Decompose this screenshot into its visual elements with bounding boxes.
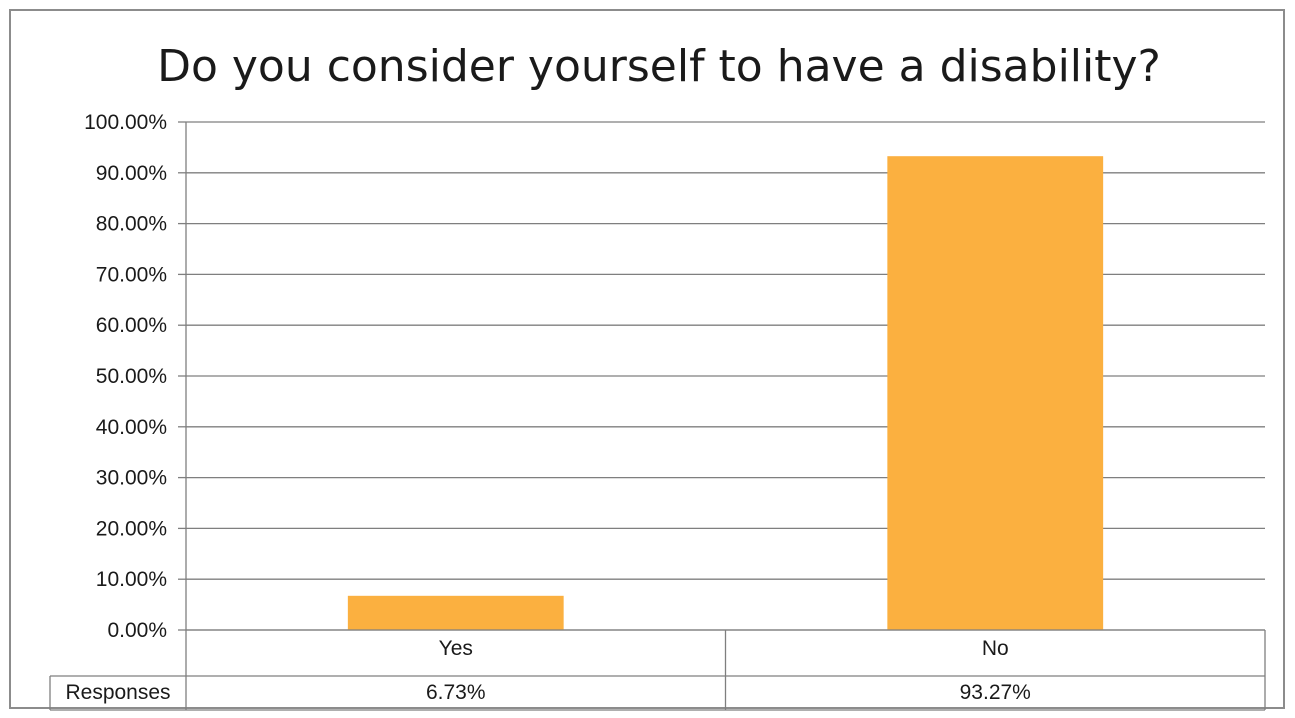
series-name-label: Responses [65, 681, 170, 704]
y-tick-label: 40.00% [96, 416, 167, 439]
y-tick-label: 100.00% [84, 111, 167, 134]
y-tick-label: 0.00% [107, 619, 167, 642]
y-tick-label: 80.00% [96, 213, 167, 236]
data-table: Yes No Responses 6.73% 93.27% [49, 629, 1266, 711]
chart-title: Do you consider yourself to have a disab… [157, 41, 1161, 92]
x-category-label: No [982, 637, 1009, 660]
data-value-label: 6.73% [426, 681, 486, 704]
y-tick-label: 60.00% [96, 314, 167, 337]
axis-layer: 0.00% 10.00% 20.00% 30.00% 40.00% 50.00% 60.00… [84, 111, 187, 710]
bar-yes [347, 595, 564, 630]
y-tick-label: 30.00% [96, 467, 167, 490]
y-tick-label: 90.00% [96, 162, 167, 185]
y-tick-label: 10.00% [96, 568, 167, 591]
bar-no [887, 156, 1104, 630]
x-category-label: Yes [439, 637, 473, 660]
y-tick-label: 20.00% [96, 517, 167, 540]
y-tick-label: 70.00% [96, 263, 167, 286]
y-tick-label: 50.00% [96, 365, 167, 388]
data-value-label: 93.27% [960, 681, 1031, 704]
bar-layer [347, 156, 1104, 630]
